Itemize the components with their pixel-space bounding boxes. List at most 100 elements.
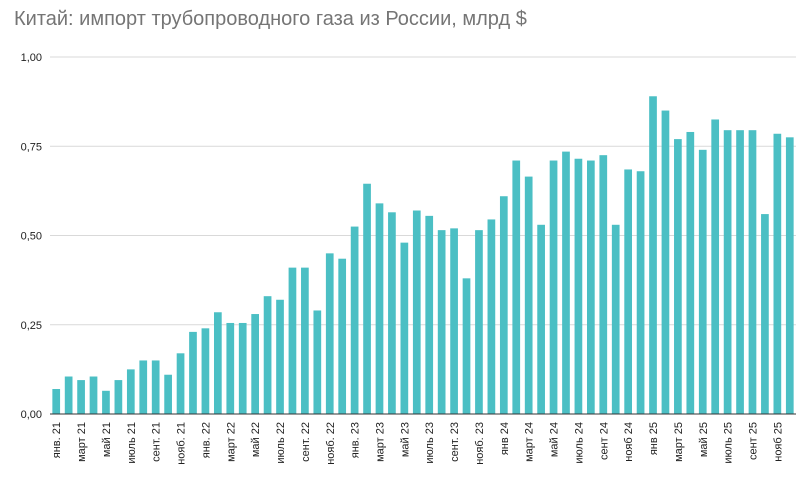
x-tick-label: нояб 24 bbox=[623, 422, 635, 462]
bar: март 21: 0.095 bbox=[77, 380, 85, 414]
bar: окт 24: 0.53 bbox=[611, 224, 620, 414]
bar: нояб. 22: 0.45 bbox=[325, 253, 334, 414]
y-axis-tick-labels: 0,00 0,25 0,50 0,75 1,00 bbox=[21, 52, 42, 421]
bar: фев 24: 0.71 bbox=[512, 160, 521, 414]
bar: янв 25: 0.89 bbox=[649, 96, 657, 415]
bar: сент 25: 0.795 bbox=[748, 130, 757, 414]
x-tick-label: март 22 bbox=[225, 422, 237, 462]
bar: фев. 22: 0.285 bbox=[213, 312, 222, 414]
bar: июль 23: 0.555 bbox=[425, 215, 434, 414]
bar: янв. 23: 0.525 bbox=[350, 226, 359, 414]
x-tick-label: нояб. 22 bbox=[325, 422, 337, 465]
bar: апр. 21: 0.105 bbox=[89, 376, 98, 414]
x-tick-label: нояб. 23 bbox=[474, 422, 486, 465]
bar: май 24: 0.71 bbox=[549, 160, 558, 414]
x-tick-label: июль 24 bbox=[573, 422, 585, 464]
x-tick-label: май 21 bbox=[101, 422, 113, 457]
bar: июнь 21: 0.095 bbox=[114, 380, 123, 414]
bar: окт 25: 0.56 bbox=[761, 214, 769, 414]
bar: сент 24: 0.725 bbox=[599, 155, 608, 415]
bar: июль 22: 0.32 bbox=[276, 299, 284, 414]
x-tick-label: нояб. 21 bbox=[176, 422, 188, 465]
x-tick-label: март 21 bbox=[76, 422, 88, 462]
x-tick-label: июль 21 bbox=[126, 422, 138, 464]
bar: июль 21: 0.125 bbox=[126, 369, 135, 414]
x-tick-label: янв. 21 bbox=[51, 422, 63, 458]
bar: окт. 23: 0.38 bbox=[462, 278, 471, 414]
bar: июнь 24: 0.735 bbox=[562, 151, 570, 415]
y-tick-label: 0,50 bbox=[21, 231, 42, 243]
bar: апр. 23: 0.565 bbox=[388, 212, 396, 414]
x-tick-label: янв. 22 bbox=[200, 422, 212, 458]
bar: июнь 25: 0.825 bbox=[711, 119, 720, 414]
y-tick-label: 0,00 bbox=[21, 409, 42, 421]
bars: янв. 21: 0.07фев. 21: 0.105 март 21: 0.09… bbox=[52, 96, 794, 415]
bar: апр. 22: 0.255 bbox=[238, 322, 247, 414]
bar: май 22: 0.28 bbox=[251, 314, 260, 414]
bar: июль 25: 0.795 bbox=[723, 130, 732, 414]
bar: янв. 21: 0.07 bbox=[52, 389, 61, 414]
bar: янв. 22: 0.24 bbox=[201, 328, 210, 414]
bar: сент. 21: 0.15 bbox=[151, 360, 160, 414]
bar: май 25: 0.74 bbox=[698, 149, 707, 414]
bar: июнь 22: 0.33 bbox=[263, 296, 272, 414]
bar: окт. 21: 0.11 bbox=[164, 374, 172, 414]
bar: авг. 23: 0.515 bbox=[437, 230, 446, 414]
bar: авг 24: 0.71 bbox=[586, 160, 595, 414]
x-tick-label: июль 23 bbox=[424, 422, 436, 464]
bar: сент. 23: 0.52 bbox=[450, 228, 458, 414]
x-tick-label: янв 24 bbox=[499, 422, 511, 455]
bar: дек. 22: 0.435 bbox=[338, 258, 347, 414]
bar: окт. 22: 0.29 bbox=[313, 310, 322, 414]
bar: авг. 22: 0.41 bbox=[288, 267, 297, 414]
bar: май 23: 0.48 bbox=[400, 242, 409, 414]
bar: март 25: 0.77 bbox=[674, 139, 682, 415]
bar: фев. 23: 0.645 bbox=[363, 183, 371, 414]
bar: март 22: 0.255 bbox=[226, 322, 235, 414]
bar: фев. 21: 0.105 bbox=[64, 376, 73, 414]
x-tick-label: март 25 bbox=[673, 422, 685, 462]
x-tick-label: сент. 23 bbox=[449, 422, 461, 462]
x-tick-label: май 24 bbox=[549, 422, 561, 457]
x-tick-label: сент 25 bbox=[747, 422, 759, 460]
bar: дек. 23: 0.545 bbox=[487, 219, 496, 414]
bar: нояб. 23: 0.515 bbox=[475, 230, 483, 414]
chart-title: Китай: импорт трубопроводного газа из Ро… bbox=[14, 8, 527, 30]
x-tick-label: нояб 25 bbox=[772, 422, 784, 462]
x-tick-label: май 22 bbox=[250, 422, 262, 457]
bar: дек 25: 0.775 bbox=[785, 137, 794, 414]
x-tick-label: сент. 22 bbox=[300, 422, 312, 462]
bar: авг 25: 0.795 bbox=[736, 130, 744, 414]
x-tick-label: май 23 bbox=[399, 422, 411, 457]
bar: дек. 21: 0.23 bbox=[189, 331, 197, 414]
x-axis-tick-labels: янв. 21 март 21 май 21 июль 21 сент. 21 нояб.… bbox=[51, 422, 784, 465]
bar: нояб. 21: 0.17 bbox=[176, 353, 185, 414]
bar: май 21: 0.065 bbox=[102, 390, 110, 414]
bar: март 23: 0.59 bbox=[375, 203, 384, 414]
y-tick-label: 0,75 bbox=[21, 141, 42, 153]
bar: дек 24: 0.68 bbox=[636, 171, 645, 414]
bar: март 24: 0.665 bbox=[524, 176, 533, 414]
x-tick-label: янв. 23 bbox=[350, 422, 362, 458]
bar: апр 24: 0.53 bbox=[537, 224, 545, 414]
bar: янв 24: 0.61 bbox=[499, 196, 508, 414]
x-tick-label: янв 25 bbox=[648, 422, 660, 455]
bar: нояб 24: 0.685 bbox=[624, 169, 633, 414]
bar: авг. 21: 0.15 bbox=[139, 360, 148, 414]
x-tick-label: сент. 21 bbox=[151, 422, 163, 462]
y-tick-label: 1,00 bbox=[21, 52, 42, 64]
x-tick-label: март 24 bbox=[524, 422, 536, 462]
bar: июль 24: 0.715 bbox=[574, 158, 583, 414]
x-tick-label: сент 24 bbox=[598, 422, 610, 460]
bar: апр 25: 0.79 bbox=[686, 131, 695, 414]
x-tick-label: июль 25 bbox=[723, 422, 735, 464]
x-tick-label: июль 22 bbox=[275, 422, 287, 464]
gridlines bbox=[50, 56, 796, 326]
bar: фев 25: 0.85 bbox=[661, 110, 670, 415]
bar: июнь 23: 0.57 bbox=[412, 210, 421, 414]
y-tick-label: 0,25 bbox=[21, 320, 42, 332]
x-tick-label: март 23 bbox=[374, 422, 386, 462]
bar: сент. 22: 0.41 bbox=[301, 267, 309, 414]
x-tick-label: май 25 bbox=[698, 422, 710, 457]
